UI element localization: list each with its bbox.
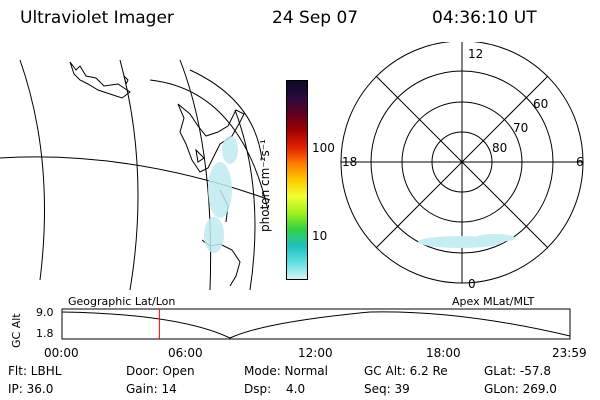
glon-readout: GLon: 269.0 [484,382,557,396]
gc-alt-readout: GC Alt: 6.2 Re [364,364,448,378]
date-label: 24 Sep 07 [272,8,359,28]
instrument-title: Ultraviolet Imager [20,8,174,28]
altitude-axis-label: GC Alt [10,313,23,348]
mode-readout: Mode: Normal [244,364,328,378]
altitude-timeline [61,308,571,340]
colorbar-unit-label: photon cm⁻²s⁻¹ [258,139,272,232]
aurora-glow [204,136,238,253]
gain-readout: Gain: 14 [126,382,177,396]
colorbar-tick-10: 10 [312,229,328,243]
tick-1200: 12:00 [298,346,333,360]
filter-readout: Flt: LBHL [8,364,62,378]
tick-2359: 23:59 [552,346,587,360]
mlt-label-18: 18 [342,155,357,169]
geographic-map [0,59,270,290]
mlt-label-6: 6 [576,155,584,169]
polar-aurora [418,234,515,248]
time-label: 04:36:10 UT [432,8,537,28]
geographic-title: Geographic Lat/Lon [68,295,176,308]
colorbar-tick-100: 100 [312,141,335,155]
tick-0600: 06:00 [168,346,203,360]
polar-plot: 12 18 6 0 60 70 80 [340,42,584,291]
seq-readout: Seq: 39 [364,382,410,396]
altitude-curve [61,311,571,339]
dsp-label: Dsp: [244,382,272,396]
ip-readout: IP: 36.0 [8,382,54,396]
mlat-label-70: 70 [513,121,528,135]
tick-1800: 18:00 [426,346,461,360]
glat-readout: GLat: -57.8 [484,364,551,378]
mlat-label-60: 60 [533,97,548,111]
colorbar [286,80,308,280]
tick-0000: 00:00 [44,346,79,360]
mlat-label-80: 80 [492,141,507,155]
dsp-value: 4.0 [286,382,306,396]
mlt-label-12: 12 [468,47,483,61]
apex-title: Apex MLat/MLT [452,295,535,308]
mlt-label-0: 0 [468,277,476,291]
map-grid [0,59,270,290]
altitude-max: 9.0 [36,306,54,319]
altitude-min: 1.8 [36,327,54,340]
door-readout: Door: Open [126,364,195,378]
